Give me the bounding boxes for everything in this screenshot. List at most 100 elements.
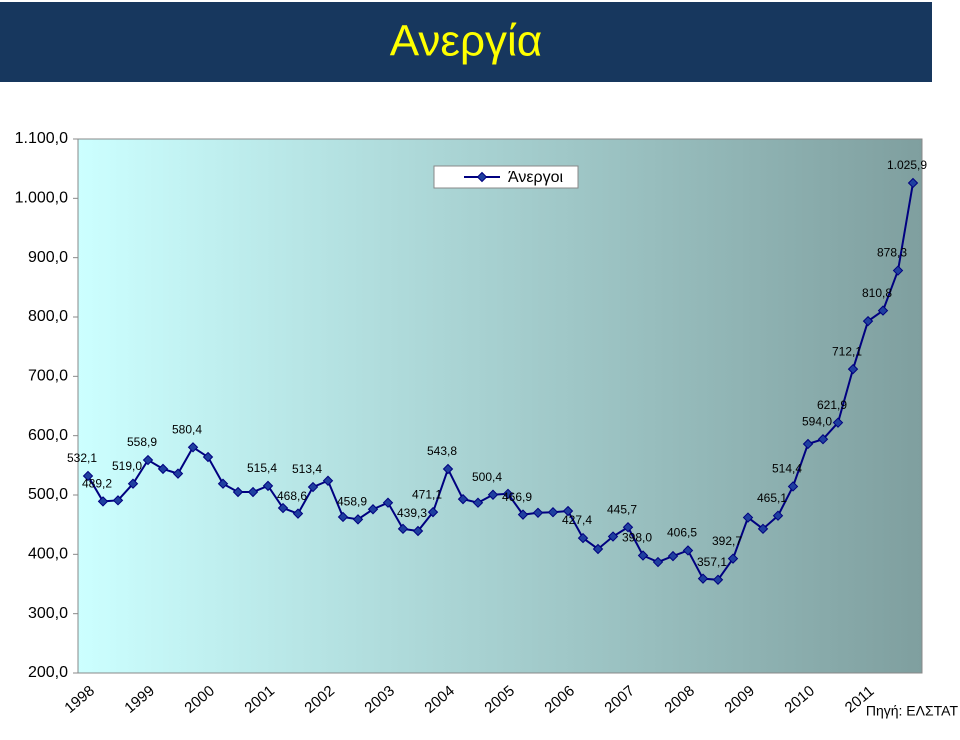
data-point xyxy=(427,506,439,518)
value-label: 458,9 xyxy=(337,495,367,509)
x-tick-label: 2007 xyxy=(601,682,637,716)
value-label: 519,0 xyxy=(112,459,142,473)
data-point xyxy=(592,543,604,555)
data-point xyxy=(802,438,814,450)
legend-label: Άνεργοι xyxy=(508,169,564,186)
value-label: 406,5 xyxy=(667,526,697,540)
x-tick-label: 1998 xyxy=(61,682,97,716)
data-point xyxy=(607,531,619,542)
y-tick-label: 800,0 xyxy=(28,308,68,325)
data-point xyxy=(262,480,274,492)
title-banner xyxy=(0,2,932,82)
data-point xyxy=(367,504,379,515)
x-tick-label: 2006 xyxy=(541,682,577,716)
data-point xyxy=(622,522,634,533)
data-point xyxy=(172,468,184,479)
legend-marker xyxy=(476,171,488,183)
data-point xyxy=(577,532,589,544)
data-point xyxy=(787,481,799,492)
value-label: 1.025,9 xyxy=(887,158,927,172)
data-point xyxy=(832,417,844,428)
data-point xyxy=(562,505,574,517)
plot-area xyxy=(77,138,923,674)
data-point xyxy=(352,514,364,525)
x-tick-label: 2010 xyxy=(781,682,817,716)
data-point xyxy=(772,510,784,521)
data-point xyxy=(652,556,664,568)
data-point xyxy=(97,496,109,507)
data-point xyxy=(322,475,334,486)
x-tick-label: 2004 xyxy=(421,682,457,716)
value-label: 514,4 xyxy=(772,462,802,476)
x-tick-label: 2002 xyxy=(301,682,337,716)
data-point xyxy=(382,497,394,508)
value-label: 532,1 xyxy=(67,451,97,465)
data-point xyxy=(292,508,304,519)
value-label: 580,4 xyxy=(172,422,202,436)
data-point xyxy=(847,363,859,375)
data-point xyxy=(187,442,199,453)
source: Πηγή: ΕΛΣΤΑΤ xyxy=(866,703,959,719)
data-point xyxy=(127,478,139,489)
chart-title: Ανεργία xyxy=(390,17,542,66)
data-point xyxy=(232,486,244,498)
data-point xyxy=(637,550,649,561)
data-point xyxy=(307,481,319,493)
value-label: 439,3 xyxy=(397,506,427,520)
value-label: 357,1 xyxy=(697,555,727,569)
data-point xyxy=(337,511,349,523)
value-label: 489,2 xyxy=(82,477,112,491)
x-tick-label: 2000 xyxy=(181,682,217,716)
y-tick-label: 1.100,0 xyxy=(15,130,68,147)
y-tick-label: 500,0 xyxy=(28,486,68,503)
value-label: 427,4 xyxy=(562,513,592,527)
y-tick-label: 600,0 xyxy=(28,427,68,444)
data-point xyxy=(457,493,469,505)
value-label: 878,3 xyxy=(877,246,907,260)
value-label: 513,4 xyxy=(292,462,322,476)
data-point xyxy=(487,489,499,500)
x-tick-label: 2005 xyxy=(481,682,517,716)
y-tick-label: 700,0 xyxy=(28,368,68,385)
data-point xyxy=(112,495,124,506)
y-tick-label: 300,0 xyxy=(28,605,68,622)
data-point xyxy=(712,574,724,585)
data-point xyxy=(247,486,259,498)
data-point xyxy=(547,506,559,518)
value-label: 500,4 xyxy=(472,470,502,484)
x-tick-label: 2009 xyxy=(721,682,757,716)
value-label: 471,1 xyxy=(412,487,442,501)
x-tick-label: 2003 xyxy=(361,682,397,716)
x-tick-label: 2001 xyxy=(241,682,277,716)
data-point xyxy=(877,305,889,316)
data-point xyxy=(217,478,229,489)
data-point xyxy=(517,509,529,520)
value-label: 465,1 xyxy=(757,491,787,505)
y-tick-label: 200,0 xyxy=(28,664,68,681)
data-point xyxy=(697,573,709,584)
data-point xyxy=(892,265,904,276)
data-point xyxy=(502,488,514,500)
data-point xyxy=(667,550,679,562)
data-point xyxy=(202,451,214,463)
value-label: 515,4 xyxy=(247,461,277,475)
data-point xyxy=(397,523,409,535)
data-point xyxy=(727,553,739,564)
value-label: 543,8 xyxy=(427,444,457,458)
value-label: 392,7 xyxy=(712,534,742,548)
legend-box xyxy=(433,165,579,189)
data-point xyxy=(412,525,424,537)
data-point xyxy=(757,523,769,535)
value-label: 712,1 xyxy=(832,344,862,358)
data-point xyxy=(862,315,874,327)
data-point xyxy=(742,512,754,523)
data-point xyxy=(442,463,454,475)
data-point xyxy=(817,434,829,445)
data-point xyxy=(472,497,484,508)
value-label: 810,8 xyxy=(862,286,892,300)
value-label: 558,9 xyxy=(127,435,157,449)
y-tick-label: 400,0 xyxy=(28,546,68,563)
value-label: 468,6 xyxy=(277,489,307,503)
x-tick-label: 1999 xyxy=(121,682,157,716)
